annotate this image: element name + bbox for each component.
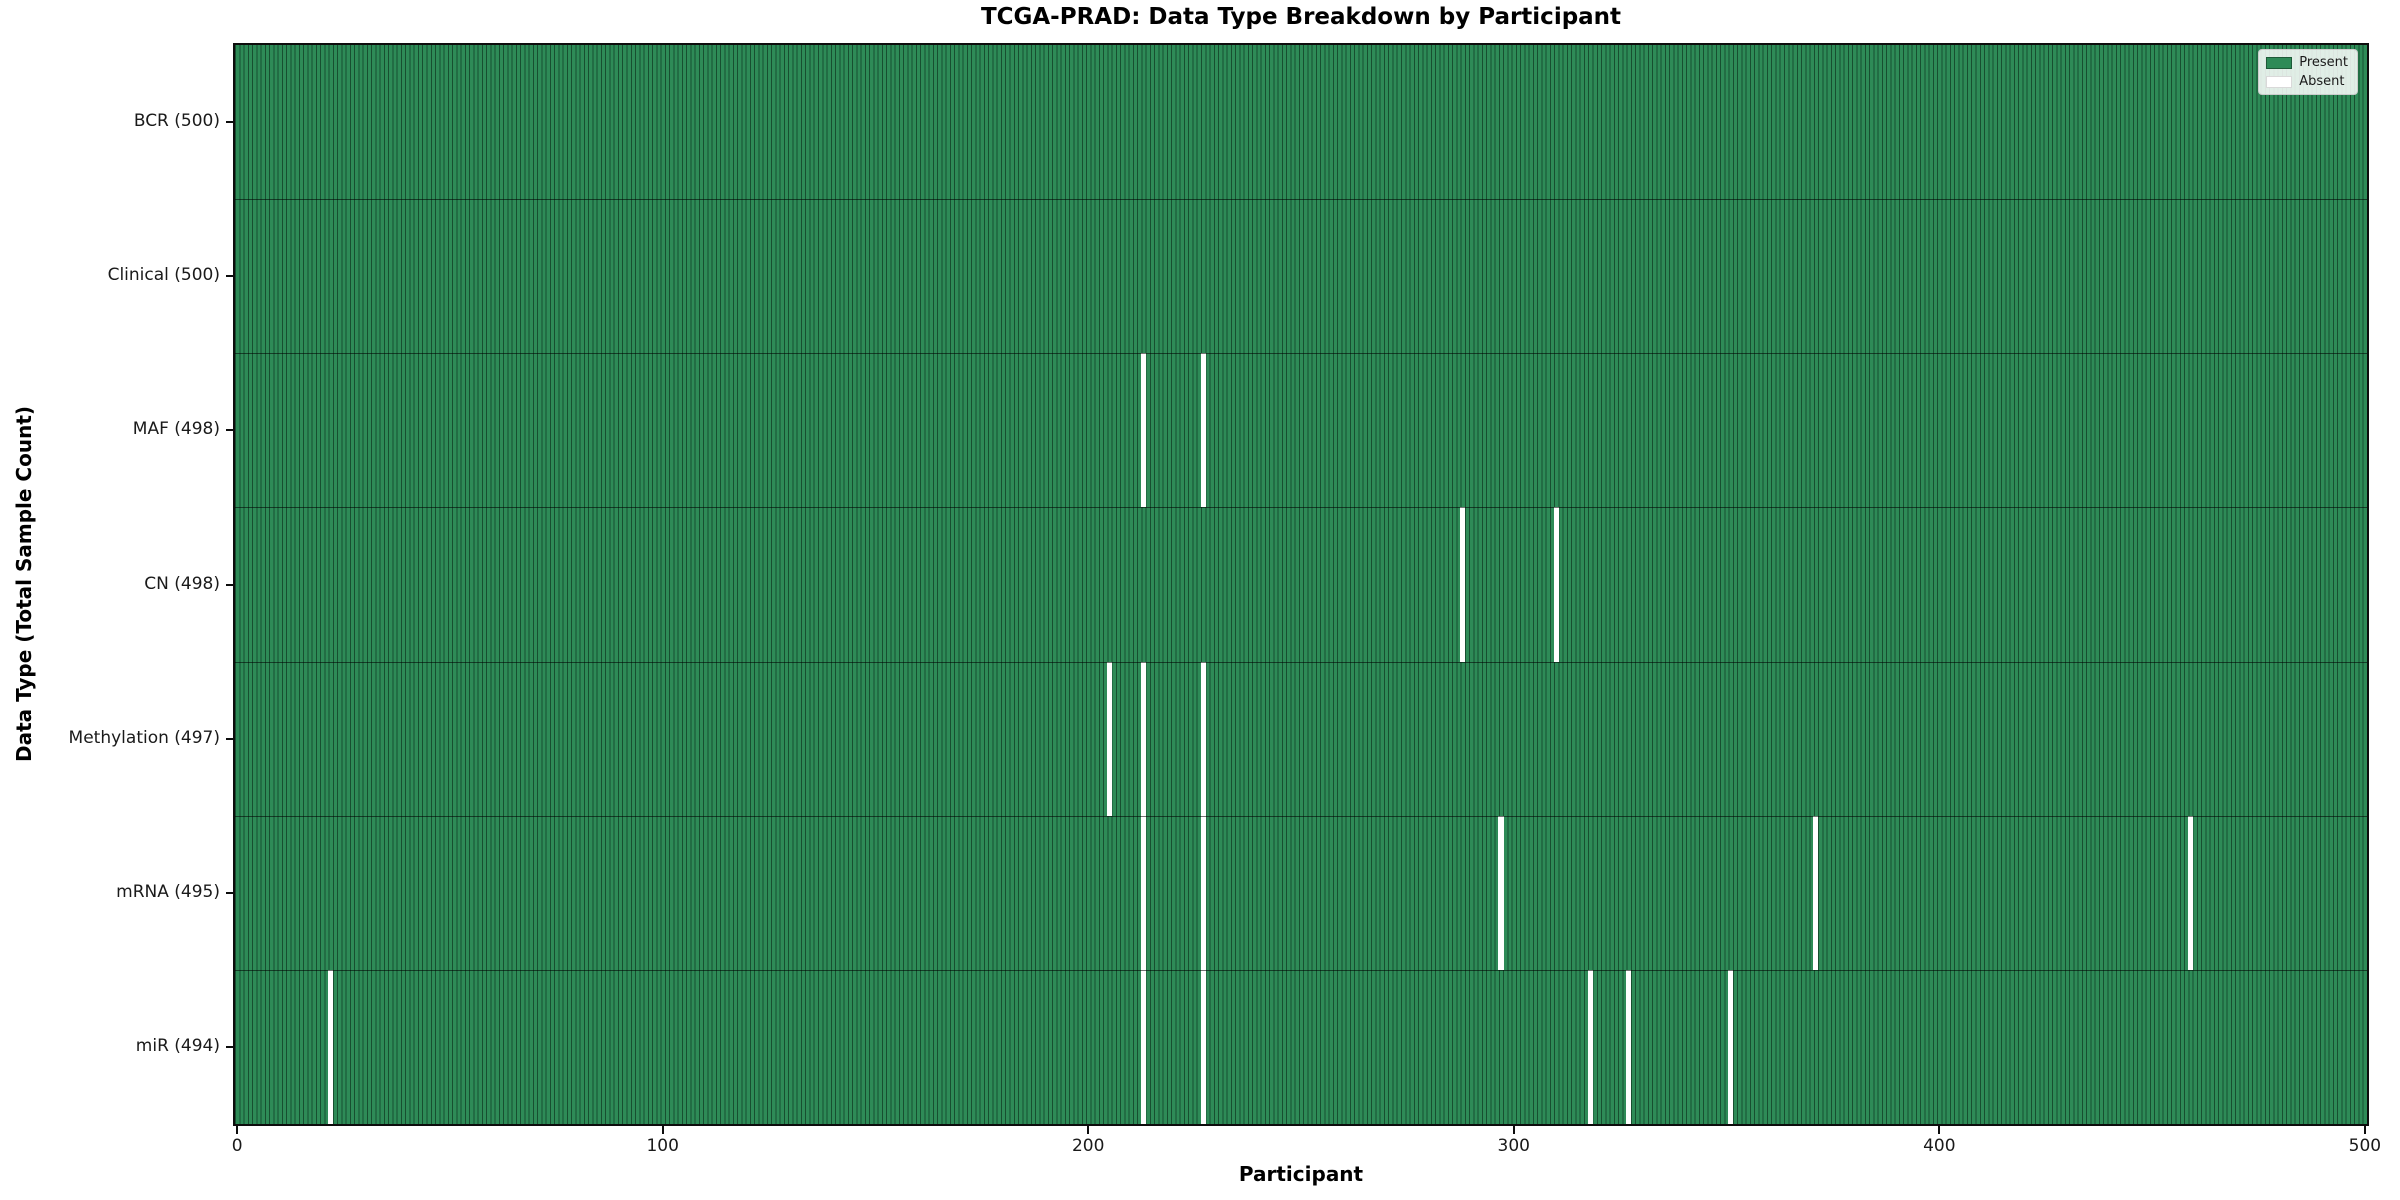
x-tick-0 xyxy=(236,1126,239,1134)
absent-gap-Methylation-205 xyxy=(1106,661,1113,816)
legend-label-present: Present xyxy=(2299,55,2348,70)
plot-area: Present Absent xyxy=(233,43,2369,1126)
absent-gap-Methylation-227 xyxy=(1200,661,1206,816)
present-swatch-icon xyxy=(2266,56,2293,69)
row-divider xyxy=(235,353,2367,355)
row-divider xyxy=(235,507,2367,509)
y-tick-MAF xyxy=(226,429,233,432)
y-tick-CN xyxy=(226,583,233,586)
absent-gap-Methylation-213 xyxy=(1141,661,1147,816)
x-tick-label-400: 400 xyxy=(1923,1136,1956,1156)
x-tick-label-500: 500 xyxy=(2348,1136,2382,1156)
y-tick-BCR xyxy=(226,121,233,124)
chart-title: TCGA-PRAD: Data Type Breakdown by Partic… xyxy=(980,4,1622,30)
x-tick-200 xyxy=(1087,1126,1090,1134)
y-tick-mRNA xyxy=(226,891,233,894)
absent-gap-mRNA-297 xyxy=(1498,815,1504,970)
absent-gap-MAF-227 xyxy=(1200,353,1206,508)
absent-gap-CN-310 xyxy=(1553,507,1559,662)
x-tick-label-0: 0 xyxy=(231,1136,243,1156)
absent-gap-mRNA-459 xyxy=(2187,815,2193,970)
y-tick-label-MAF: MAF (498) xyxy=(132,419,220,440)
row-divider xyxy=(235,661,2367,663)
y-tick-label-Clinical: Clinical (500) xyxy=(107,265,220,286)
absent-gap-miR-351 xyxy=(1728,969,1734,1124)
absent-gap-mRNA-227 xyxy=(1200,815,1206,970)
x-tick-500 xyxy=(2363,1126,2366,1134)
absent-gap-miR-213 xyxy=(1141,969,1147,1124)
absent-gap-mRNA-213 xyxy=(1141,815,1147,970)
y-tick-label-mRNA: mRNA (495) xyxy=(116,881,220,902)
x-tick-label-300: 300 xyxy=(1497,1136,1530,1156)
legend-label-absent: Absent xyxy=(2299,74,2345,89)
absent-gap-mRNA-371 xyxy=(1813,815,1819,970)
y-tick-label-CN: CN (498) xyxy=(144,573,220,594)
absent-gap-CN-288 xyxy=(1460,507,1466,662)
y-tick-Methylation xyxy=(226,737,233,740)
row-divider xyxy=(235,199,2367,201)
legend-entry-absent: Absent xyxy=(2266,74,2348,89)
x-tick-300 xyxy=(1512,1126,1515,1134)
row-divider xyxy=(235,815,2367,817)
x-tick-label-200: 200 xyxy=(1071,1136,1105,1156)
absent-gap-miR-22 xyxy=(328,969,334,1124)
absent-swatch-icon xyxy=(2266,75,2293,88)
absent-gap-MAF-213 xyxy=(1141,353,1147,508)
x-axis-label: Participant xyxy=(1238,1162,1364,1186)
absent-gap-miR-327 xyxy=(1626,969,1632,1124)
x-tick-100 xyxy=(661,1126,664,1134)
y-tick-Clinical xyxy=(226,275,233,278)
legend-entry-present: Present xyxy=(2266,55,2348,70)
row-divider xyxy=(235,969,2367,971)
x-tick-400 xyxy=(1938,1126,1941,1134)
x-tick-label-100: 100 xyxy=(646,1136,679,1156)
absent-gap-miR-318 xyxy=(1587,969,1593,1124)
y-tick-label-miR: miR (494) xyxy=(135,1035,220,1056)
absent-gap-miR-227 xyxy=(1200,969,1206,1124)
legend: Present Absent xyxy=(2258,49,2358,95)
y-tick-miR xyxy=(226,1045,233,1048)
y-tick-label-BCR: BCR (500) xyxy=(133,111,220,132)
y-tick-label-Methylation: Methylation (497) xyxy=(68,727,220,748)
